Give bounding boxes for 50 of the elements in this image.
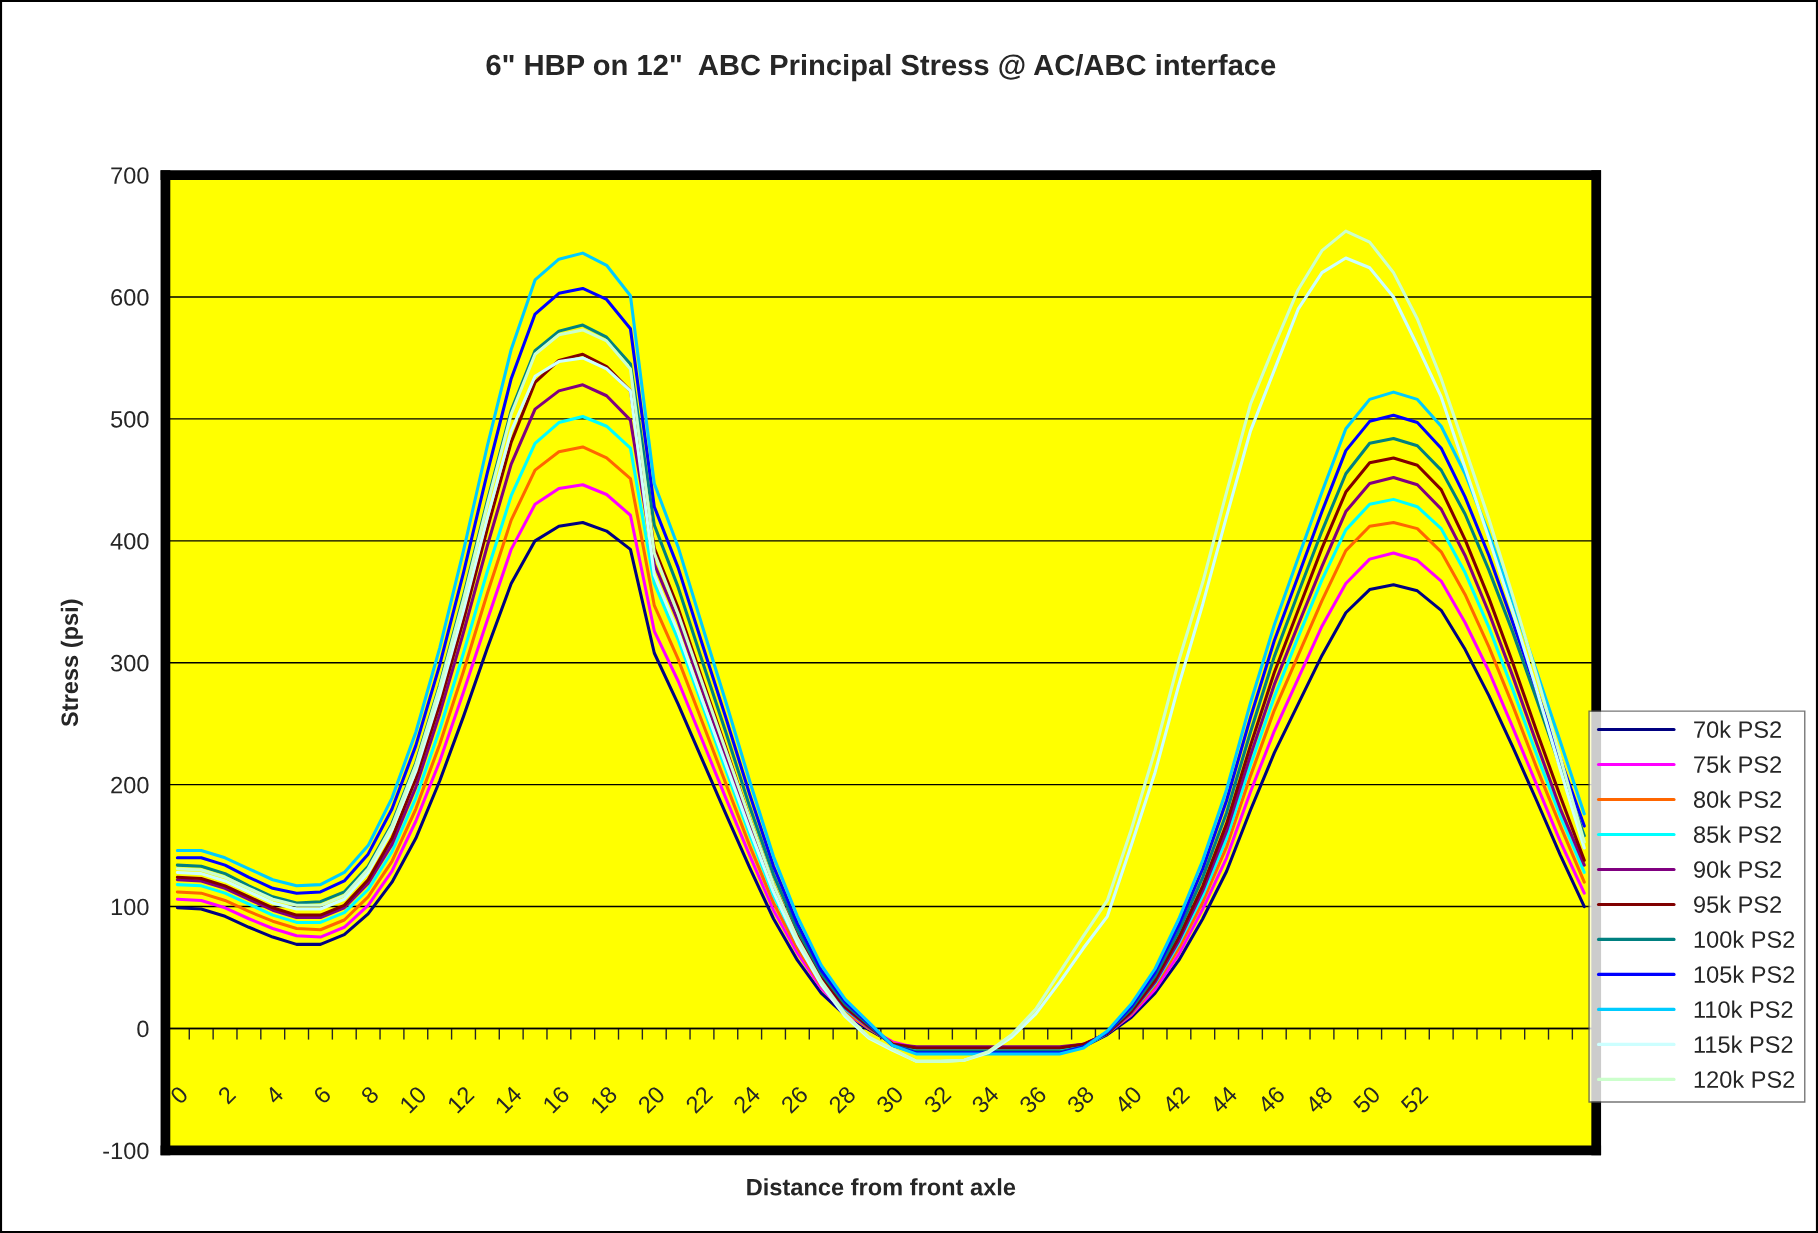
y-axis-title: Stress (psi): [60, 599, 83, 727]
x-tick-label: 46: [1256, 1085, 1286, 1115]
x-axis-title: Distance from front axle: [747, 1178, 1016, 1196]
x-tick-label: 52: [1399, 1085, 1429, 1115]
x-tick-label: 36: [1018, 1085, 1048, 1115]
legend-label: 90k PS2: [1694, 860, 1782, 878]
x-tick-label: 18: [589, 1085, 619, 1114]
x-tick-label: 26: [780, 1085, 809, 1115]
x-tick-label: 2: [217, 1085, 237, 1105]
legend-label: 70k PS2: [1694, 720, 1782, 738]
x-tick-label: 30: [875, 1085, 905, 1115]
x-tick-label: 14: [494, 1085, 523, 1114]
x-tick-label: 6: [312, 1085, 332, 1105]
x-tick-label: 22: [684, 1085, 714, 1114]
y-tick-label: 0: [137, 1020, 149, 1038]
x-tick-label: 40: [1113, 1085, 1143, 1115]
x-tick-label: 20: [637, 1085, 666, 1115]
legend-label: 105k PS2: [1694, 965, 1795, 983]
x-tick-label: 28: [827, 1085, 857, 1115]
x-tick-label: 44: [1209, 1085, 1239, 1115]
x-tick-label: 34: [970, 1084, 1000, 1115]
y-tick-label: 400: [110, 532, 149, 550]
y-tick-label: 200: [111, 776, 149, 794]
x-tick-label: 32: [922, 1085, 952, 1115]
x-tick-label: 16: [542, 1085, 571, 1114]
legend-label: 80k PS2: [1693, 790, 1782, 808]
x-tick-label: 42: [1161, 1085, 1191, 1115]
legend-label: 95k PS2: [1694, 895, 1782, 913]
x-tick-label: 50: [1352, 1085, 1382, 1115]
y-tick-label: 100: [111, 898, 149, 916]
legend-label: 85k PS2: [1693, 825, 1782, 843]
x-tick-label: 0: [169, 1085, 189, 1105]
x-tick-label: 12: [446, 1085, 475, 1114]
x-tick-label: 8: [360, 1085, 380, 1105]
x-tick-label: 24: [732, 1084, 762, 1114]
y-tick-label: 500: [111, 410, 149, 428]
chart-title: 6" HBP on 12" ABC Principal Stress @ AC/ABC interface: [486, 53, 1276, 82]
x-tick-label: 38: [1066, 1085, 1096, 1115]
legend-label: 110k PS2: [1694, 1000, 1793, 1018]
legend-label: 75k PS2: [1694, 755, 1782, 773]
y-tick-label: 300: [110, 654, 149, 672]
x-tick-label: 48: [1304, 1085, 1334, 1115]
legend-label: 115k PS2: [1694, 1035, 1793, 1053]
x-tick-label: 10: [398, 1085, 428, 1114]
legend-label: 100k PS2: [1694, 930, 1795, 948]
y-tick-label: 600: [111, 289, 149, 306]
legend-label: 120k PS2: [1694, 1070, 1795, 1088]
x-tick-label: 4: [264, 1085, 285, 1106]
y-tick-label: -100: [103, 1142, 149, 1160]
y-tick-label: 700: [111, 167, 149, 184]
